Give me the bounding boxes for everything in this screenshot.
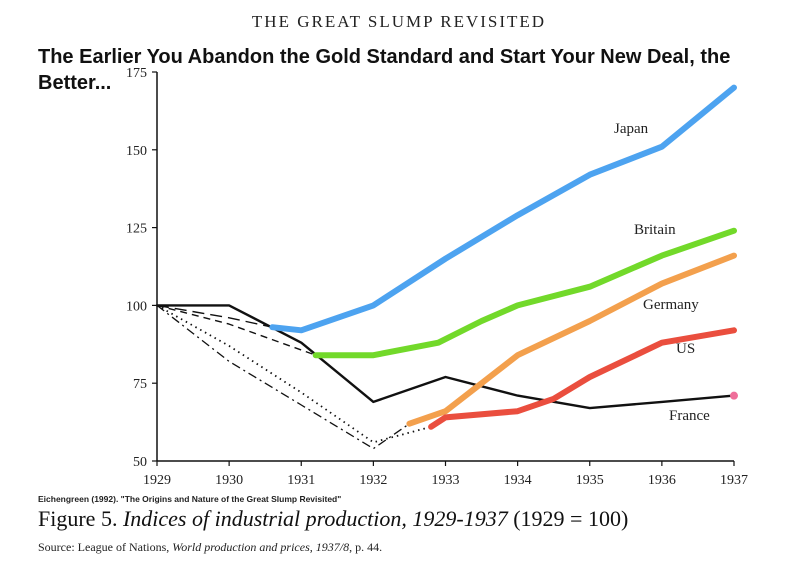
series-label-us: US: [676, 341, 695, 357]
source-tail: , p. 44.: [349, 540, 383, 554]
x-tick-label-1929: 1929: [143, 473, 171, 488]
y-tick-label-100: 100: [126, 299, 147, 314]
x-tick-label-1934: 1934: [504, 473, 532, 488]
y-tick-label-75: 75: [133, 377, 147, 392]
x-tick-label-1936: 1936: [648, 473, 676, 488]
x-tick-label-1932: 1932: [359, 473, 387, 488]
x-tick-label-1933: 1933: [432, 473, 460, 488]
series-line-france: [155, 304, 736, 410]
series-line-8: [156, 304, 410, 450]
x-tick-label-1935: 1935: [576, 473, 604, 488]
y-tick-label-150: 150: [126, 144, 147, 159]
series-line-7: [156, 304, 432, 444]
caption-prefix: Figure 5.: [38, 506, 123, 531]
series-label-germany: Germany: [643, 297, 699, 313]
source-italic: World production and prices, 1937/8: [172, 540, 350, 554]
series-line-us: [428, 327, 737, 430]
source-note: Source: League of Nations, World product…: [38, 540, 382, 555]
x-tick-label-1937: 1937: [720, 473, 748, 488]
figure-caption: Figure 5. Indices of industrial producti…: [38, 506, 778, 532]
series-labels: Japan Britain Germany US France: [614, 121, 710, 424]
caption-suffix: (1929 = 100): [507, 506, 629, 531]
series-label-france: France: [669, 408, 710, 424]
x-tick-label-1930: 1930: [215, 473, 243, 488]
axis-ticks: 50 75 100 125 150 175 1929 1930 1931 1932 1933 1934…: [126, 66, 748, 488]
series-line-5: [156, 304, 316, 356]
series-label-japan: Japan: [614, 121, 649, 137]
series-line-britain: [312, 227, 737, 359]
series-line-6: [156, 304, 273, 328]
series-line-japan: [269, 84, 737, 334]
y-tick-label-175: 175: [126, 66, 147, 81]
source-lead: Source: League of Nations,: [38, 540, 173, 554]
y-tick-label-125: 125: [126, 222, 147, 237]
chart-overlay-title: The Earlier You Abandon the Gold Standar…: [38, 46, 731, 94]
series-lines: [155, 84, 738, 450]
x-tick-label-1931: 1931: [287, 473, 315, 488]
series-line-germany: [406, 252, 737, 427]
caption-italic: Indices of industrial production, 1929-1…: [122, 506, 508, 531]
page-header: THE GREAT SLUMP REVISITED: [251, 12, 547, 31]
series-label-britain: Britain: [634, 222, 676, 238]
y-tick-label-50: 50: [133, 455, 147, 470]
citation-text: Eichengreen (1992). "The Origins and Nat…: [38, 494, 342, 504]
end-marker-france: [730, 391, 738, 400]
